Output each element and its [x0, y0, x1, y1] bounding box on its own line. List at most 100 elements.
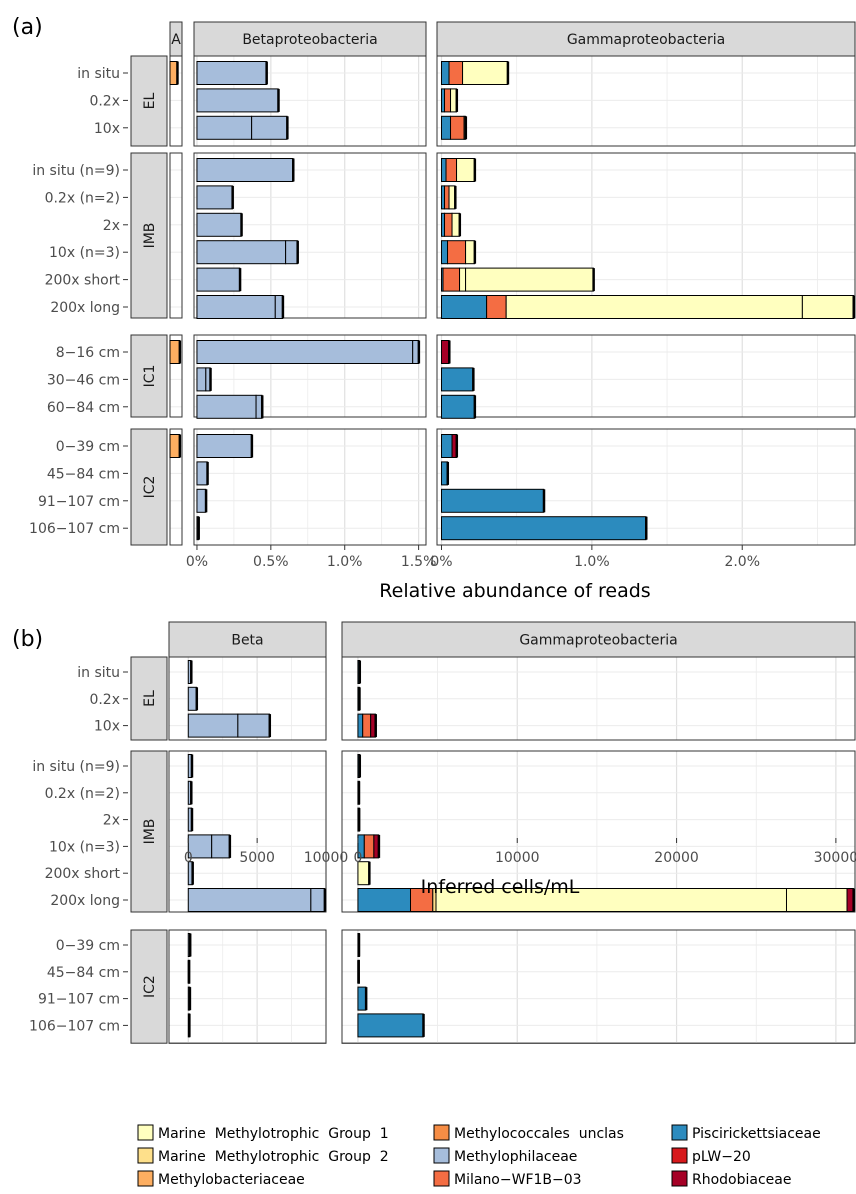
bar-end — [228, 834, 232, 858]
bar-end — [188, 1013, 191, 1037]
bar-end — [368, 861, 371, 885]
bar-methylophilaceae — [196, 115, 253, 140]
row-label: in situ — [77, 66, 120, 82]
panel-border — [436, 55, 856, 147]
bar-methylophilaceae — [211, 834, 231, 859]
bar-milano-wf1b-03 — [447, 240, 467, 265]
bar-end — [852, 888, 855, 912]
legend-key-piscirickettsiaceae — [671, 1124, 688, 1141]
bar-end — [506, 61, 510, 85]
bar-methylophilaceae — [196, 295, 276, 319]
bar-end — [296, 240, 299, 264]
panel-frame — [341, 929, 856, 1044]
bar-milano-wf1b-03 — [444, 185, 450, 210]
row-label: 10x — [94, 121, 120, 137]
bar-end — [358, 660, 362, 684]
legend-label-methylobacteriaceae: Methylobacteriaceae — [158, 1172, 305, 1188]
x-tick-label: 0% — [430, 554, 452, 570]
legend-label-plw-20: pLW−20 — [692, 1149, 751, 1165]
rowgroup-label-ic2: IC2 — [142, 476, 158, 499]
row-label: 200x long — [50, 893, 120, 909]
row-label: 91−107 cm — [38, 992, 120, 1008]
bar-end — [286, 116, 289, 140]
bar-milano-wf1b-03 — [444, 88, 452, 113]
x-tick-label: 0.5% — [253, 554, 289, 570]
row-label: 2x — [103, 813, 120, 829]
legend-label-marine-methylotrophic-group-1: Marine Methylotrophic Group 1 — [158, 1126, 389, 1142]
bar-end — [448, 340, 451, 364]
bar-end — [357, 808, 361, 832]
bar-end — [446, 461, 450, 485]
bar-end — [195, 687, 199, 711]
rowgroup-strip-ic2 — [130, 929, 168, 1044]
panel-border — [168, 929, 327, 1044]
x-tick-label: 0% — [186, 554, 208, 570]
panel-frame — [436, 152, 856, 319]
bar-end — [454, 185, 457, 209]
panel-border — [436, 334, 856, 418]
legend-key-marine-methylotrophic-group-1 — [137, 1124, 154, 1141]
x-tick-label: 1.0% — [574, 554, 610, 570]
panel-border — [193, 55, 427, 147]
rowgroup-strip-ic1 — [130, 334, 168, 418]
bar-end — [188, 933, 192, 957]
bar-milano-wf1b-03 — [363, 834, 375, 859]
bar-end — [458, 213, 462, 237]
x-axis-label: Inferred cells/mL — [421, 876, 580, 898]
panel-border — [169, 428, 183, 546]
rowgroup-label-imb: IMB — [142, 223, 158, 249]
legend: Marine Methylotrophic Group 1 Marine Meth… — [137, 1124, 821, 1188]
bar-piscirickettsiaceae — [441, 158, 447, 182]
panel-frame — [436, 334, 856, 418]
x-tick-label: 30000 — [814, 850, 856, 866]
x-tick-label: 0 — [184, 850, 193, 866]
facet-strip-betaproteobacteria — [193, 21, 427, 57]
bar-milano-wf1b-03 — [486, 295, 507, 319]
facet-strip-gammaproteobacteria — [341, 621, 856, 658]
legend-key-methylobacteriaceae — [137, 1170, 154, 1187]
legend-label-marine-methylotrophic-group-2: Marine Methylotrophic Group 2 — [158, 1149, 389, 1165]
bar-end — [197, 516, 200, 540]
bar-end — [358, 754, 362, 778]
bar-methylophilaceae — [285, 240, 298, 265]
row-label: in situ (n=9) — [32, 759, 120, 775]
legend-label-milano-wf1b-03: Milano−WF1B−03 — [454, 1172, 582, 1188]
bar-milano-wf1b-03 — [445, 158, 458, 182]
panel-border — [193, 428, 427, 546]
rowgroup-label-imb: IMB — [142, 819, 158, 845]
bar-methylophilaceae — [196, 340, 414, 364]
legend-key-milano-wf1b-03 — [433, 1170, 450, 1187]
bar-piscirickettsiaceae — [441, 240, 449, 265]
bar-methylophilaceae — [251, 115, 288, 140]
panel-border — [169, 55, 183, 147]
facet-label-betaproteobacteria: Betaproteobacteria — [242, 32, 377, 48]
bar-piscirickettsiaceae — [441, 295, 488, 319]
row-label: 106−107 cm — [29, 1018, 120, 1034]
bar-end — [357, 960, 360, 984]
row-label: 2x — [103, 218, 120, 234]
row-label: 10x (n=3) — [49, 245, 120, 261]
row-label: in situ (n=9) — [32, 163, 120, 179]
bar-methylophilaceae — [196, 434, 253, 458]
row-label: 30−46 cm — [47, 372, 120, 388]
bar-milano-wf1b-03 — [450, 115, 465, 140]
bar-methylobacteriaceae — [169, 434, 181, 458]
panel-border — [436, 428, 856, 546]
bar-methylophilaceae — [196, 88, 279, 113]
bar-methylophilaceae — [187, 686, 198, 711]
row-label: 45−84 cm — [47, 466, 120, 482]
bar-end — [268, 714, 272, 738]
bar-end — [374, 714, 377, 738]
bar-end — [176, 61, 179, 85]
row-label: 91−107 cm — [38, 494, 120, 510]
facet-label-beta: Beta — [231, 633, 263, 649]
bar-piscirickettsiaceae — [441, 434, 453, 458]
bar-piscirickettsiaceae — [441, 61, 450, 85]
rowgroup-strip-el — [130, 55, 168, 147]
bar-end — [277, 88, 280, 112]
bar-piscirickettsiaceae — [357, 986, 367, 1011]
bar-methylophilaceae — [274, 295, 284, 319]
panel-border — [169, 152, 183, 319]
rowgroup-strip-ic2 — [130, 428, 168, 546]
bar-end — [455, 88, 459, 112]
